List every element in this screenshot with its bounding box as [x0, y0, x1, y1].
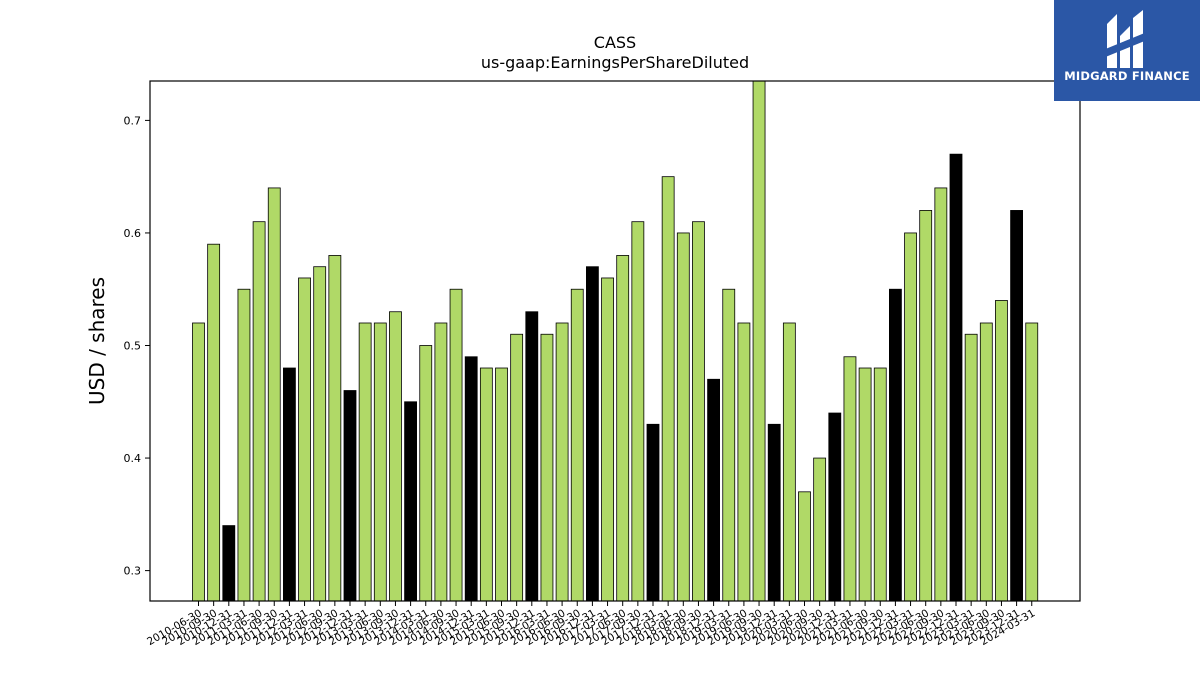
- bar: [252, 221, 266, 601]
- bar: [616, 255, 630, 601]
- y-tick-label: 0.4: [124, 452, 142, 465]
- bar: [904, 232, 917, 601]
- bar: [843, 356, 857, 601]
- y-tick-label: 0.6: [124, 227, 142, 240]
- y-tick-label: 0.7: [124, 114, 142, 127]
- logo-mark-icon: [1103, 10, 1147, 68]
- bar: [555, 322, 569, 601]
- bar: [676, 232, 690, 601]
- bar: [737, 322, 751, 601]
- bar: [889, 288, 902, 601]
- bar: [601, 277, 614, 601]
- bar: [464, 356, 478, 601]
- bar: [434, 322, 448, 601]
- bar: [373, 322, 387, 601]
- bar: [707, 378, 720, 601]
- bar: [192, 322, 205, 601]
- plot-frame: [149, 80, 1081, 602]
- bar: [1025, 322, 1039, 601]
- bar: [282, 367, 296, 601]
- bar: [752, 81, 766, 601]
- bar: [404, 401, 418, 601]
- bar: [343, 390, 357, 601]
- bar: [934, 187, 948, 601]
- y-tick-label: 0.3: [124, 565, 142, 578]
- bar: [722, 288, 736, 601]
- bar: [798, 491, 811, 601]
- bar: [858, 367, 872, 601]
- bar: [207, 243, 221, 601]
- bar: [964, 333, 978, 601]
- bar: [873, 367, 887, 601]
- y-tick-label: 0.5: [124, 340, 142, 353]
- bar: [979, 322, 993, 601]
- bar: [995, 300, 1008, 601]
- chart-title: CASS: [594, 33, 636, 52]
- bar: [919, 210, 933, 601]
- bar: [525, 311, 539, 601]
- bar: [313, 266, 327, 601]
- bar: [631, 221, 645, 601]
- bar: [495, 367, 508, 601]
- bar: [661, 176, 675, 601]
- bar: [510, 333, 524, 601]
- bar: [267, 187, 281, 601]
- bar: [358, 322, 372, 601]
- y-axis-label: USD / shares: [85, 277, 109, 405]
- bar-series: [192, 81, 1039, 601]
- bar: [570, 288, 584, 601]
- bar: [419, 345, 433, 601]
- bar: [540, 333, 554, 601]
- chart-subtitle: us-gaap:EarningsPerShareDiluted: [481, 53, 749, 72]
- bar: [586, 266, 599, 601]
- bar: [692, 221, 705, 601]
- bar: [767, 423, 781, 601]
- bar: [1010, 210, 1023, 601]
- bar: [782, 322, 796, 601]
- bar: [328, 255, 342, 601]
- bar: [949, 153, 963, 601]
- bar: [298, 277, 311, 601]
- plot-area: 2010-06-302010-09-302010-12-312011-03-31…: [124, 80, 1081, 648]
- bar: [449, 288, 463, 601]
- bar: [646, 423, 660, 601]
- bar: [828, 412, 842, 601]
- bar: [237, 288, 251, 601]
- brand-name: MIDGARD FINANCE: [1064, 69, 1190, 83]
- brand-logo: MIDGARD FINANCE: [1054, 0, 1200, 101]
- bar: [813, 457, 827, 601]
- bar: [389, 311, 402, 601]
- bar: [479, 367, 493, 601]
- bar: [222, 525, 236, 601]
